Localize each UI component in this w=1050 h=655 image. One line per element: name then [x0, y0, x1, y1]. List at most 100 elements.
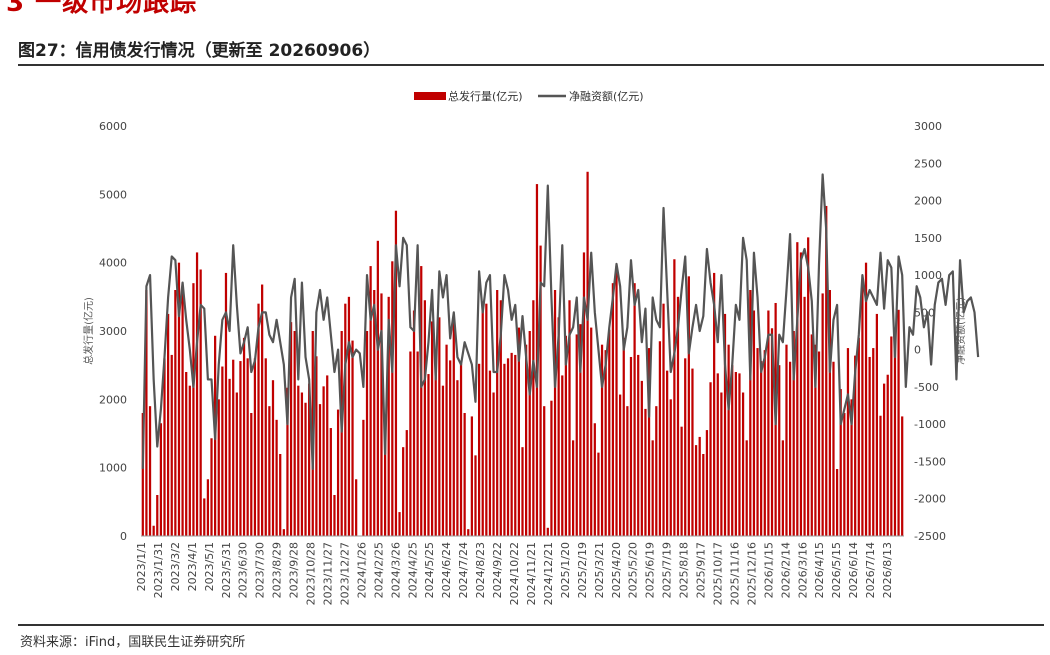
x-tick-label: 2025/1/20 [559, 542, 572, 598]
bar [810, 334, 813, 536]
bar [778, 365, 781, 536]
bar [796, 242, 799, 537]
bar [506, 358, 510, 536]
bar [387, 296, 390, 536]
bar [268, 406, 271, 536]
bar [185, 372, 188, 536]
bar [470, 416, 473, 536]
bar [890, 336, 893, 536]
x-tick-label: 2023/5/31 [220, 542, 233, 598]
bar [575, 334, 578, 536]
bar [445, 344, 448, 536]
bar [261, 284, 264, 536]
bar [264, 358, 267, 536]
bar [546, 527, 549, 536]
bar [604, 350, 607, 536]
top-rule [18, 64, 1044, 66]
bar [532, 300, 535, 536]
bar [680, 426, 683, 536]
source-note: 资料来源：iFind，国联民生证券研究所 [20, 635, 246, 650]
bar [514, 354, 517, 536]
bar [336, 409, 340, 536]
x-tick-label: 2023/9/28 [288, 542, 301, 598]
x-tick-label: 2024/3/26 [389, 542, 402, 598]
x-tick-label: 2023/12/27 [339, 542, 352, 605]
x-tick-label: 2026/4/15 [813, 542, 826, 598]
bar [720, 392, 723, 536]
x-tick-label: 2026/2/14 [779, 542, 792, 598]
bar [481, 303, 484, 536]
bar [315, 356, 318, 536]
bar [694, 445, 698, 536]
bar [322, 386, 325, 536]
bar [271, 380, 275, 536]
bar [637, 354, 640, 536]
bar [550, 400, 553, 536]
bar [539, 245, 542, 536]
bar [203, 498, 206, 536]
bar [731, 365, 734, 536]
y-left-tick-label: 2000 [99, 393, 127, 406]
bar [893, 327, 897, 536]
bar [817, 351, 821, 536]
bar [380, 293, 383, 536]
bar [402, 447, 405, 536]
bar [723, 313, 727, 536]
bar [177, 262, 181, 536]
bar [597, 452, 600, 536]
bar [561, 375, 564, 536]
y-right-tick-label: 1000 [914, 269, 942, 282]
bar [499, 300, 502, 536]
bar [647, 348, 651, 536]
x-tick-label: 2025/10/17 [712, 542, 725, 605]
bar [825, 205, 828, 536]
bar [839, 389, 842, 536]
bottom-rule [18, 624, 1044, 626]
bar [651, 440, 654, 536]
bar [488, 370, 492, 536]
y-left-tick-label: 0 [120, 530, 127, 543]
x-tick-label: 2024/5/25 [423, 542, 436, 598]
y-right-tick-label: -2000 [914, 493, 946, 506]
bar [698, 436, 701, 536]
bar [763, 350, 766, 536]
bar [452, 314, 455, 536]
y-left-axis-title: 总发行量(亿元) [82, 297, 95, 365]
bar [843, 413, 846, 536]
x-tick-label: 2024/2/25 [372, 542, 385, 598]
x-tick-label: 2023/7/30 [254, 542, 267, 598]
bar [232, 359, 235, 536]
bar [886, 374, 889, 536]
bar [814, 344, 817, 536]
bar [676, 296, 680, 536]
bar [250, 413, 253, 536]
bar [355, 479, 358, 536]
y-right-tick-label: 0 [914, 344, 921, 357]
y-right-tick-label: -2500 [914, 530, 946, 543]
x-tick-label: 2025/7/19 [661, 542, 674, 598]
bar [503, 363, 506, 536]
bar [687, 276, 690, 536]
bar [543, 406, 546, 536]
x-tick-label: 2024/8/23 [474, 542, 487, 598]
bar [734, 372, 737, 536]
bar [159, 423, 163, 536]
bar [807, 237, 810, 536]
bar [434, 358, 437, 536]
bar [572, 440, 575, 536]
bar [217, 399, 220, 536]
bar [333, 495, 336, 536]
bar [340, 331, 343, 536]
bar [593, 423, 596, 536]
net-financing-line [141, 173, 980, 471]
bar [586, 171, 589, 536]
bar [832, 361, 835, 536]
bar [702, 454, 705, 536]
x-tick-label: 2025/9/17 [695, 542, 708, 598]
bar [792, 331, 795, 536]
legend-swatch-issuance [414, 92, 446, 100]
x-tick-label: 2024/7/24 [457, 542, 470, 598]
bar [517, 327, 520, 536]
bar [210, 438, 213, 536]
bar [767, 310, 770, 536]
